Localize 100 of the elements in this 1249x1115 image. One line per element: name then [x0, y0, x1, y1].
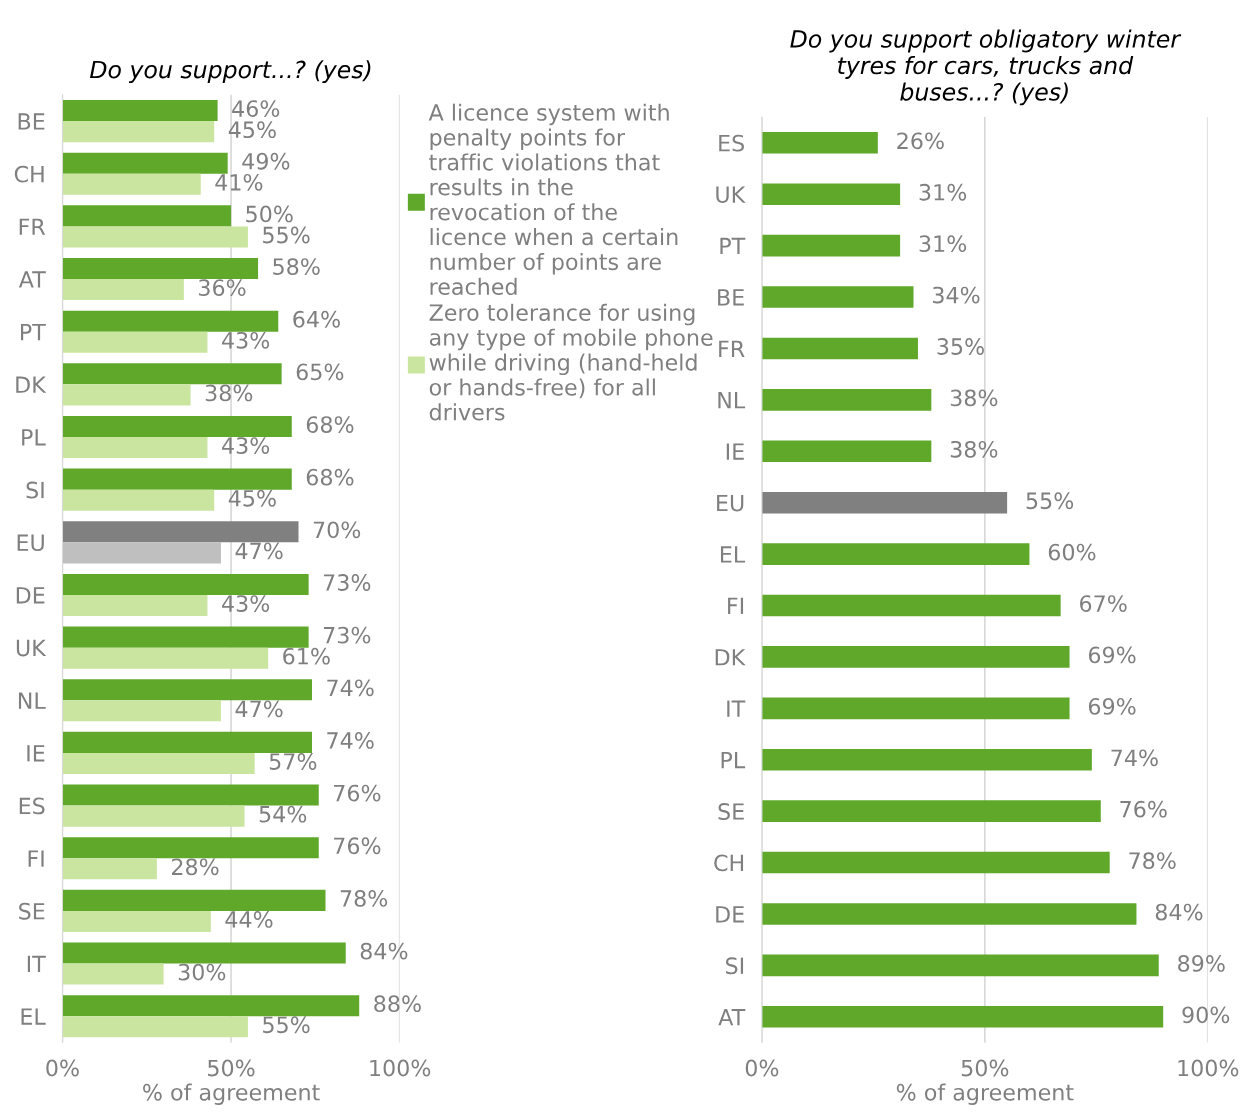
bar: [761, 748, 1092, 771]
bar: [62, 121, 215, 143]
bar: [62, 858, 157, 880]
bar: [62, 889, 326, 911]
bar: [62, 489, 215, 511]
y-tick-label: UK: [716, 186, 746, 203]
y-tick-label: AT: [18, 271, 46, 288]
y-tick-label: CH: [14, 165, 44, 183]
bar: [761, 234, 901, 257]
chart-title: Do you support...? (yes): [89, 60, 371, 84]
bar: [62, 363, 282, 385]
bar: [62, 626, 309, 648]
y-tick-label: UK: [16, 639, 47, 657]
data-label: 43%: [222, 437, 270, 454]
bar: [62, 963, 164, 985]
data-label: 38%: [205, 384, 253, 402]
data-label: 38%: [950, 389, 998, 407]
data-label: 76%: [334, 784, 381, 802]
y-tick-label: IE: [726, 443, 744, 460]
y-tick-label: IE: [27, 745, 45, 762]
y-tick-label: DE: [716, 906, 744, 923]
data-label: 26%: [897, 132, 944, 150]
bar: [62, 258, 259, 280]
bar: [62, 573, 309, 595]
y-tick-label: EL: [720, 546, 746, 563]
bar: [761, 440, 932, 463]
y-tick-label: DE: [16, 587, 45, 604]
bar: [62, 173, 201, 195]
bar: [62, 679, 312, 701]
bar: [761, 851, 1110, 874]
bar: [761, 800, 1101, 822]
data-label: 67%: [1080, 595, 1127, 612]
x-tick-label: 50%: [208, 1059, 255, 1077]
y-tick-label: EU: [17, 534, 44, 552]
data-label: 84%: [1155, 903, 1203, 921]
bar: [62, 468, 292, 490]
y-tick-label: SE: [19, 902, 45, 920]
chart-title: Do you support obligatory winter tyres for cars, trucks and buses...? (yes): [790, 29, 1182, 106]
data-label: 31%: [919, 235, 967, 253]
data-label: 76%: [1120, 800, 1167, 818]
data-label: 34%: [933, 286, 980, 304]
data-label: 28%: [171, 858, 219, 876]
x-tick-label: 50%: [961, 1059, 1009, 1077]
data-label: 43%: [222, 331, 270, 349]
bar: [62, 731, 312, 753]
bar: [761, 594, 1061, 617]
data-label: 55%: [263, 226, 310, 244]
data-label: 74%: [1111, 749, 1158, 767]
data-label: 46%: [232, 100, 280, 118]
data-label: 78%: [1129, 852, 1176, 870]
y-tick-label: ES: [19, 797, 45, 815]
data-label: 69%: [1088, 646, 1136, 664]
bar: [62, 542, 221, 564]
y-tick-label: IT: [727, 700, 746, 717]
bar: [62, 226, 248, 248]
bar: [62, 100, 218, 122]
bar: [62, 784, 319, 806]
bar: [761, 389, 932, 411]
data-label: 54%: [259, 805, 307, 823]
legend-label: Zero tolerance for using any type of mobile phone while driving (hand-held or hands-free) for all drivers: [429, 303, 713, 421]
x-axis-title: % of agreement: [896, 1083, 1074, 1105]
data-label: 57%: [269, 753, 317, 770]
bar: [761, 286, 914, 308]
data-label: 55%: [263, 1016, 310, 1034]
x-tick-label: 100%: [370, 1059, 431, 1077]
y-tick-label: ES: [719, 134, 744, 152]
y-tick-label: FI: [28, 850, 44, 867]
y-tick-label: SE: [718, 803, 744, 820]
data-label: 60%: [1048, 543, 1096, 561]
data-label: 74%: [327, 732, 374, 749]
bar: [62, 331, 208, 353]
y-tick-label: PT: [720, 237, 746, 255]
bar: [761, 337, 918, 360]
bar: [62, 837, 319, 859]
data-label: 76%: [334, 837, 381, 855]
data-label: 70%: [313, 521, 361, 539]
bar: [62, 594, 208, 617]
bar: [62, 279, 184, 301]
bar: [62, 521, 299, 543]
bar: [62, 995, 360, 1017]
data-label: 68%: [306, 416, 354, 433]
bar: [62, 647, 269, 669]
legend-label: A licence system with penalty points for traffic violations that results in the revocation of the licence when a certain number of points are reached: [428, 103, 678, 296]
bar: [761, 491, 1008, 514]
y-tick-label: EU: [717, 494, 744, 512]
x-tick-label: 100%: [1178, 1059, 1239, 1077]
x-tick-label: 0%: [46, 1059, 79, 1077]
bar: [62, 437, 208, 459]
data-label: 64%: [293, 310, 340, 328]
data-label: 49%: [242, 152, 290, 170]
data-label: 73%: [323, 626, 371, 644]
data-label: 30%: [178, 963, 226, 981]
data-label: 35%: [937, 338, 984, 355]
bar: [761, 646, 1070, 668]
y-tick-label: FI: [728, 597, 744, 614]
data-label: 61%: [283, 647, 330, 665]
bar: [62, 1016, 248, 1038]
y-tick-label: BE: [18, 113, 45, 130]
y-tick-label: PT: [20, 323, 46, 341]
y-tick-label: IT: [27, 955, 46, 972]
